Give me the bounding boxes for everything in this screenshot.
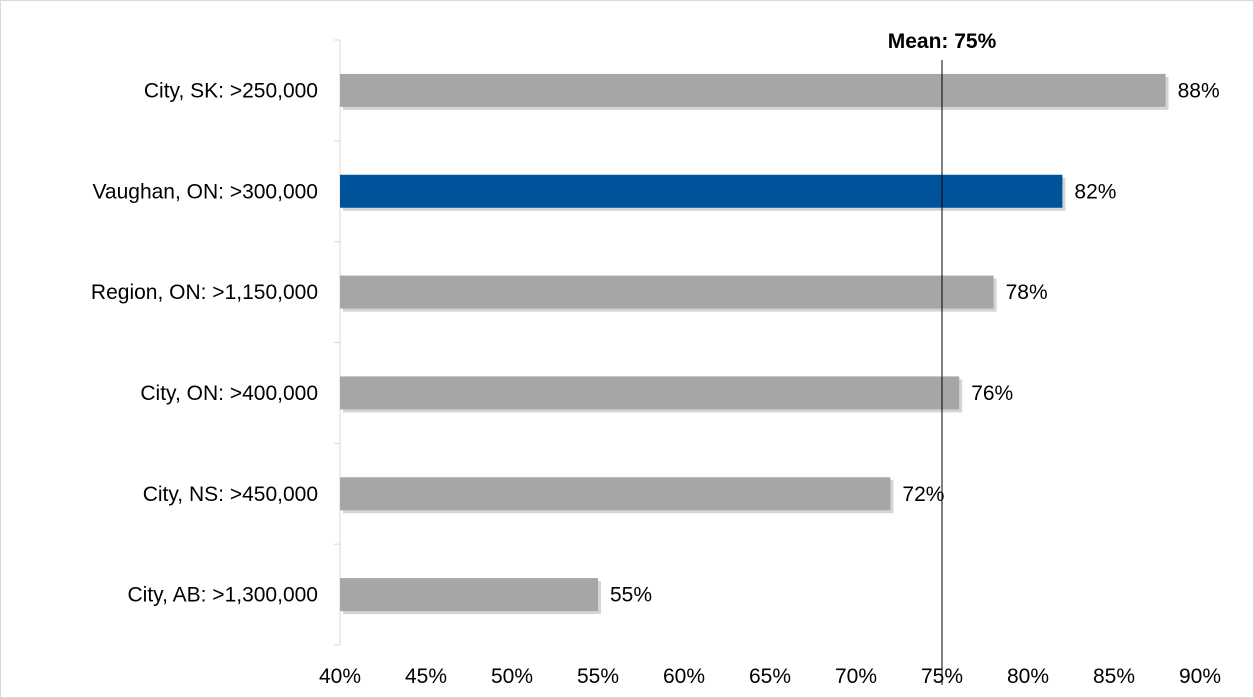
bar	[340, 73, 1166, 107]
bar	[340, 174, 1063, 208]
x-axis-tick-labels: 40% 45% 50% 55% 60% 65% 70% 75% 80% 85% 90%	[319, 665, 1221, 688]
category-label: City, SK: >250,000	[144, 79, 318, 102]
x-tick-label: 80%	[1007, 665, 1049, 688]
bar	[340, 275, 994, 309]
category-label: City, NS: >450,000	[143, 483, 318, 506]
x-tick-label: 65%	[749, 665, 791, 688]
x-tick-label: 75%	[921, 665, 963, 688]
data-label: 78%	[1006, 281, 1048, 304]
bar	[340, 376, 960, 410]
bars	[340, 73, 1169, 615]
y-axis-ticks	[334, 39, 340, 646]
bar	[340, 578, 598, 612]
data-labels: 88% 82% 78% 76% 72% 55%	[610, 79, 1220, 606]
x-tick-label: 40%	[319, 665, 361, 688]
x-tick-label: 55%	[577, 665, 619, 688]
data-label: 55%	[610, 584, 652, 607]
data-label: 76%	[971, 382, 1013, 405]
x-tick-label: 45%	[405, 665, 447, 688]
x-tick-label: 70%	[835, 665, 877, 688]
data-label: 88%	[1178, 79, 1220, 102]
category-label: Vaughan, ON: >300,000	[92, 180, 318, 203]
mean-label: Mean: 75%	[888, 30, 997, 53]
x-tick-label: 50%	[491, 665, 533, 688]
bar	[340, 477, 891, 511]
data-label: 72%	[902, 483, 944, 506]
category-label: City, ON: >400,000	[140, 382, 318, 405]
x-tick-label: 85%	[1093, 665, 1135, 688]
category-label: City, AB: >1,300,000	[128, 584, 319, 607]
data-label: 82%	[1074, 180, 1116, 203]
category-label: Region, ON: >1,150,000	[91, 281, 318, 304]
category-labels: City, SK: >250,000 Vaughan, ON: >300,000 R…	[91, 79, 318, 606]
x-tick-label: 90%	[1179, 665, 1221, 688]
x-tick-label: 60%	[663, 665, 705, 688]
